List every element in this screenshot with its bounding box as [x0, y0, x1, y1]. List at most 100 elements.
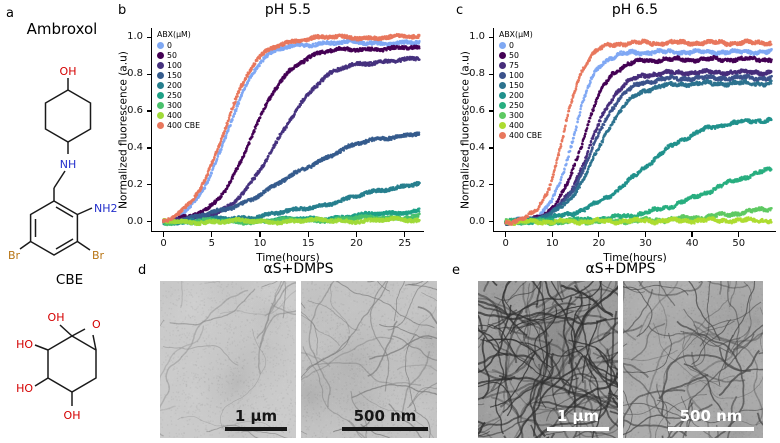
tick-mark — [355, 232, 358, 237]
x-axis-label-b: Time(hours) — [256, 252, 320, 264]
legend-item: 200 — [499, 91, 542, 101]
legend-marker — [499, 102, 506, 110]
ambroxol-bonds — [19, 78, 93, 256]
scalebar-text: 1 µm — [234, 407, 278, 426]
cbe-title: CBE — [55, 272, 84, 288]
legend-marker — [499, 92, 506, 100]
legend-label: 150 — [167, 70, 182, 80]
legend-item: 250 — [157, 91, 200, 101]
legend-label: 75 — [509, 60, 519, 70]
legend-marker — [157, 82, 164, 90]
tem-image-e1: 1 µm — [478, 281, 618, 438]
legend-marker — [157, 52, 164, 60]
legend-marker — [499, 42, 506, 50]
legend-item: 400 — [499, 121, 542, 131]
tick-label: 0.4 — [127, 141, 143, 153]
legend-item: 0 — [499, 41, 542, 51]
legend-label: 250 — [167, 90, 182, 100]
chart-panel-b: b pH 5.5 Normalized fluorescence (a.u) T… — [110, 0, 450, 264]
legend-marker — [499, 132, 506, 140]
tick-label: 30 — [639, 238, 652, 249]
atom-label-oh: OH — [60, 65, 77, 78]
legend-label: 0 — [509, 40, 514, 50]
legend-item: 400 CBE — [157, 121, 200, 131]
legend-title: ABX(µM) — [499, 30, 533, 39]
tick-mark — [505, 232, 507, 237]
tem-image-d1: 1 µm — [160, 281, 296, 438]
chart-title-c: pH 6.5 — [611, 2, 659, 18]
chart-panel-c: c pH 6.5 Normalized fluorescence (a.u) T… — [452, 0, 780, 264]
y-axis-b — [151, 28, 153, 232]
cbe-structure: O OH HO HO OH — [16, 311, 101, 422]
legend-label: 200 — [167, 80, 182, 90]
panel-b-label: b — [118, 3, 127, 18]
legend-label: 200 — [509, 90, 524, 100]
atom-label-epoxide-o: O — [92, 318, 101, 331]
legend-label: 50 — [509, 50, 519, 60]
tick-mark — [488, 147, 493, 149]
legend-marker — [157, 122, 164, 130]
legend-item: 50 — [157, 51, 200, 61]
legend-item: 400 CBE — [499, 131, 542, 141]
x-axis-b — [151, 231, 424, 233]
tick-mark — [738, 232, 740, 237]
legend-label: 400 CBE — [509, 130, 543, 140]
atom-label-ho-lower: HO — [16, 382, 33, 395]
legend-item: 150 — [157, 71, 200, 81]
tick-label: 20 — [592, 238, 606, 249]
x-axis-label-c: Time(hours) — [603, 252, 667, 264]
tick-mark — [259, 232, 261, 237]
legend-marker — [157, 92, 164, 100]
legend-label: 400 — [167, 110, 182, 120]
legend-label: 100 — [509, 70, 524, 80]
ambroxol-structure: OH NH NH2 Br Br — [8, 65, 118, 262]
tem-micrograph — [301, 281, 437, 438]
legend-marker — [499, 52, 506, 60]
panel-e-label: e — [452, 263, 460, 278]
atom-label-nh: NH — [60, 158, 77, 171]
y-axis-c — [493, 28, 495, 232]
tick-mark — [162, 232, 165, 237]
legend-title: ABX(µM) — [157, 30, 191, 39]
tick-mark — [146, 184, 151, 186]
tem-micrograph — [623, 281, 763, 438]
legend-label: 100 — [167, 60, 182, 70]
tick-label: 1.0 — [469, 31, 485, 43]
tick-mark — [488, 184, 493, 186]
panel-d-title: αS+DMPS — [263, 261, 334, 277]
tick-label: 1.0 — [127, 31, 143, 43]
y-axis-label-b: Normalized fluorescence (a.u) — [117, 50, 129, 209]
legend-label: 0 — [167, 40, 172, 50]
atom-label-ho-upper: HO — [16, 338, 33, 351]
tick-mark — [598, 232, 600, 237]
tick-label: 0.2 — [127, 178, 143, 190]
legend-item: 250 — [499, 101, 542, 111]
legend-item: 300 — [157, 101, 200, 111]
tick-mark — [146, 221, 151, 223]
tick-label: 15 — [301, 238, 315, 249]
legend-marker — [157, 72, 164, 80]
tick-label: 0.6 — [469, 105, 485, 117]
tick-label: 10 — [253, 238, 267, 249]
tick-mark — [404, 232, 406, 237]
legend-label: 50 — [167, 50, 177, 60]
scalebar-bar — [225, 427, 287, 431]
legend-label: 400 — [509, 120, 524, 130]
tick-mark — [551, 232, 553, 237]
tick-mark — [488, 221, 493, 223]
tem-image-d2: 500 nm — [301, 281, 437, 438]
legend-item: 150 — [499, 81, 542, 91]
tick-label: 0.2 — [469, 178, 485, 190]
panel-d-label: d — [138, 263, 147, 278]
legend-label: 300 — [509, 110, 524, 120]
legend-marker — [157, 112, 164, 120]
tick-mark — [644, 232, 647, 237]
legend-item: 300 — [499, 111, 542, 121]
tick-label: 10 — [545, 238, 559, 249]
atom-label-br-left: Br — [8, 249, 21, 262]
legend-label: 250 — [509, 100, 524, 110]
legend-label: 150 — [509, 80, 524, 90]
tem-image-e2: 500 nm — [623, 281, 763, 438]
tick-label: 0.8 — [469, 68, 485, 80]
scalebar-d1: 1 µm — [225, 407, 287, 431]
